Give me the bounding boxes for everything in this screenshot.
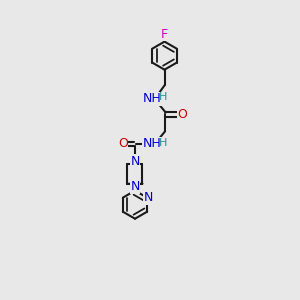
Text: N: N [130,155,140,168]
Text: NH: NH [143,137,162,151]
Text: O: O [118,137,128,151]
Text: H: H [159,92,167,102]
Text: H: H [159,137,168,148]
Text: N: N [144,191,153,204]
Text: F: F [161,28,168,41]
Text: O: O [178,108,188,121]
Text: NH: NH [142,92,161,105]
Text: N: N [130,180,140,193]
